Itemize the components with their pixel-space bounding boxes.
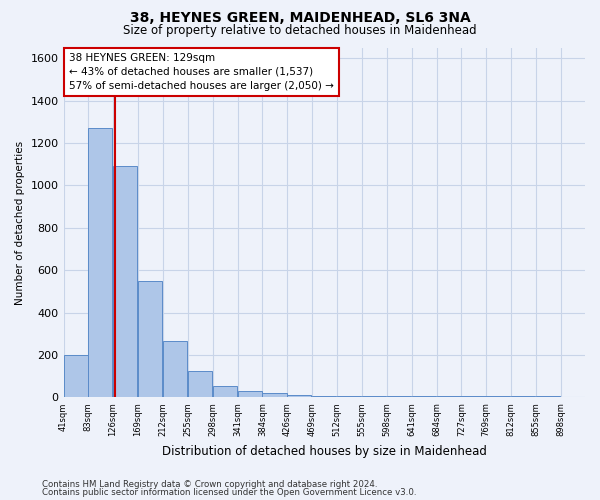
Bar (138, 281, 162, 398)
Bar (163, 341, 187, 398)
Text: 38 HEYNES GREEN: 129sqm
← 43% of detached houses are smaller (1,537)
57% of semi: 38 HEYNES GREEN: 129sqm ← 43% of detache… (69, 52, 334, 90)
Bar (461, 396, 486, 398)
Bar (188, 371, 212, 398)
Bar (486, 396, 510, 398)
Bar (362, 396, 386, 398)
Bar (386, 396, 411, 398)
Bar (437, 396, 461, 398)
Bar (238, 391, 262, 398)
X-axis label: Distribution of detached houses by size in Maidenhead: Distribution of detached houses by size … (162, 444, 487, 458)
Bar (88, 128, 112, 398)
Text: Size of property relative to detached houses in Maidenhead: Size of property relative to detached ho… (123, 24, 477, 37)
Bar (113, 166, 137, 398)
Bar (536, 396, 560, 398)
Bar (412, 396, 436, 398)
Bar (511, 396, 535, 398)
Y-axis label: Number of detached properties: Number of detached properties (15, 140, 25, 304)
Bar (287, 396, 311, 398)
Text: 38, HEYNES GREEN, MAIDENHEAD, SL6 3NA: 38, HEYNES GREEN, MAIDENHEAD, SL6 3NA (130, 11, 470, 25)
Bar (262, 393, 287, 398)
Bar (64, 355, 88, 398)
Bar (212, 386, 237, 398)
Text: Contains public sector information licensed under the Open Government Licence v3: Contains public sector information licen… (42, 488, 416, 497)
Text: Contains HM Land Registry data © Crown copyright and database right 2024.: Contains HM Land Registry data © Crown c… (42, 480, 377, 489)
Bar (312, 396, 336, 398)
Bar (337, 396, 361, 398)
